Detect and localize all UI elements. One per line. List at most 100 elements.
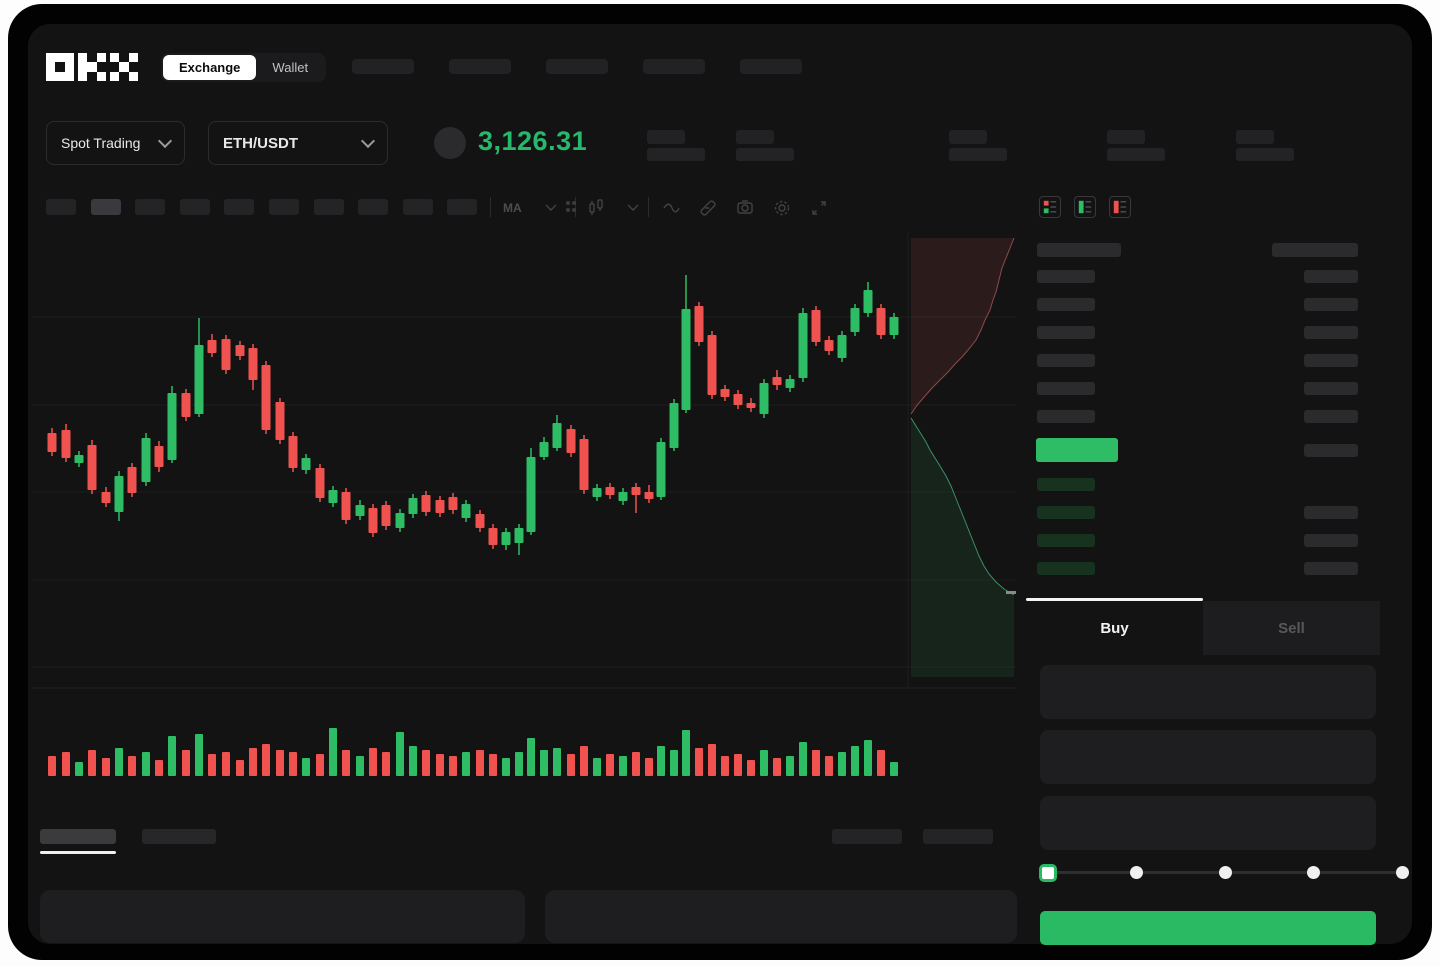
slider-step-dot[interactable] xyxy=(1218,866,1232,879)
nav-item[interactable] xyxy=(546,59,608,74)
volume-bar xyxy=(606,754,614,776)
bid-price-placeholder[interactable] xyxy=(1037,506,1095,519)
okx-logo[interactable] xyxy=(46,53,138,81)
bid-amount-placeholder[interactable] xyxy=(1304,506,1358,519)
amount-placeholder[interactable] xyxy=(1304,444,1358,457)
order-form-input[interactable] xyxy=(1040,665,1376,719)
volume-bar xyxy=(619,756,627,776)
candlestick-chart-canvas[interactable] xyxy=(32,232,1016,690)
volume-bar xyxy=(249,748,257,776)
ask-price-placeholder[interactable] xyxy=(1037,382,1095,395)
nav-item[interactable] xyxy=(352,59,414,74)
ticker-stat xyxy=(949,130,1009,162)
interval-button[interactable] xyxy=(224,199,254,215)
last-price-highlight[interactable] xyxy=(1036,438,1118,462)
bid-amount-placeholder[interactable] xyxy=(1304,562,1358,575)
ticker-stat xyxy=(736,130,796,162)
ask-price-placeholder[interactable] xyxy=(1037,354,1095,367)
ask-price-placeholder[interactable] xyxy=(1037,410,1095,423)
bid-price-placeholder[interactable] xyxy=(1037,534,1095,547)
order-form-input[interactable] xyxy=(1040,796,1376,850)
tab-buy[interactable]: Buy xyxy=(1100,619,1129,637)
fullscreen-icon[interactable] xyxy=(808,196,830,218)
market-type-select[interactable]: Spot Trading xyxy=(46,121,185,165)
exchange-toggle-button[interactable]: Exchange xyxy=(163,55,257,80)
nav-item[interactable] xyxy=(740,59,802,74)
volume-bar xyxy=(593,758,601,776)
candle xyxy=(167,393,177,460)
measure-icon[interactable] xyxy=(697,196,719,218)
volume-bar xyxy=(382,752,390,776)
volume-bar xyxy=(515,752,523,776)
interval-button[interactable] xyxy=(46,199,76,215)
bid-price-placeholder[interactable] xyxy=(1037,562,1095,575)
slider-step-dot[interactable] xyxy=(1130,866,1143,879)
slider-step-dot[interactable] xyxy=(1395,866,1409,879)
volume-bar xyxy=(329,728,337,776)
bottom-tab[interactable] xyxy=(142,829,216,844)
nav-item[interactable] xyxy=(449,59,511,74)
ask-price-placeholder[interactable] xyxy=(1037,298,1095,311)
okx-logo-glyph xyxy=(46,53,74,81)
bid-price-placeholder[interactable] xyxy=(1037,478,1095,491)
volume-bar xyxy=(657,746,665,776)
candle xyxy=(605,487,615,495)
candle xyxy=(74,455,84,463)
orderbook-header-placeholder[interactable] xyxy=(1037,243,1121,257)
chevron-down-icon[interactable] xyxy=(540,196,562,218)
settings-icon[interactable] xyxy=(771,196,793,218)
interval-button[interactable] xyxy=(314,199,344,215)
interval-button[interactable] xyxy=(358,199,388,215)
ask-amount-placeholder[interactable] xyxy=(1304,298,1358,311)
orderbook-header-placeholder[interactable] xyxy=(1272,243,1358,257)
orderbook-bids-icon[interactable] xyxy=(1074,196,1096,218)
camera-icon[interactable] xyxy=(734,196,756,218)
orderbook-both-icon[interactable] xyxy=(1039,196,1061,218)
ask-amount-placeholder[interactable] xyxy=(1304,410,1358,423)
wave-icon[interactable] xyxy=(660,196,682,218)
candle xyxy=(127,467,137,493)
ask-price-placeholder[interactable] xyxy=(1037,326,1095,339)
dots-icon[interactable] xyxy=(560,196,582,218)
volume-bar xyxy=(409,746,417,776)
bottom-tab[interactable] xyxy=(832,829,902,844)
ask-price-placeholder[interactable] xyxy=(1037,270,1095,283)
volume-bar xyxy=(890,762,898,776)
bottom-tab[interactable] xyxy=(40,829,116,844)
candle xyxy=(221,339,231,370)
interval-button[interactable] xyxy=(403,199,433,215)
candle-style-icon[interactable] xyxy=(585,196,607,218)
volume-bar xyxy=(168,736,176,776)
volume-bar xyxy=(102,758,110,776)
interval-button[interactable] xyxy=(135,199,165,215)
ask-amount-placeholder[interactable] xyxy=(1304,382,1358,395)
volume-bar xyxy=(75,762,83,776)
volume-bar xyxy=(540,750,548,776)
tab-sell[interactable]: Sell xyxy=(1203,601,1380,655)
ask-amount-placeholder[interactable] xyxy=(1304,270,1358,283)
candle xyxy=(475,514,485,528)
interval-button[interactable] xyxy=(447,199,477,215)
nav-item[interactable] xyxy=(643,59,705,74)
interval-button[interactable] xyxy=(180,199,210,215)
slider-handle[interactable] xyxy=(1039,864,1057,882)
wallet-toggle-button[interactable]: Wallet xyxy=(272,60,309,75)
bottom-tab[interactable] xyxy=(923,829,993,844)
interval-button[interactable] xyxy=(269,199,299,215)
bid-amount-placeholder[interactable] xyxy=(1304,534,1358,547)
ma-indicator-button[interactable]: MA xyxy=(503,201,522,215)
candle xyxy=(408,498,418,514)
candle xyxy=(759,383,769,414)
volume-bar xyxy=(262,744,270,776)
volume-chart-canvas[interactable] xyxy=(32,690,1016,780)
ask-amount-placeholder[interactable] xyxy=(1304,354,1358,367)
pair-select[interactable]: ETH/USDT xyxy=(208,121,388,165)
interval-button[interactable] xyxy=(91,199,121,215)
slider-step-dot[interactable] xyxy=(1307,866,1320,879)
order-form-input[interactable] xyxy=(1040,730,1376,784)
last-price: 3,126.31 xyxy=(478,126,588,156)
ask-amount-placeholder[interactable] xyxy=(1304,326,1358,339)
orderbook-asks-icon[interactable] xyxy=(1109,196,1131,218)
submit-buy-button[interactable] xyxy=(1040,911,1376,945)
chevron-down-icon[interactable] xyxy=(622,196,644,218)
